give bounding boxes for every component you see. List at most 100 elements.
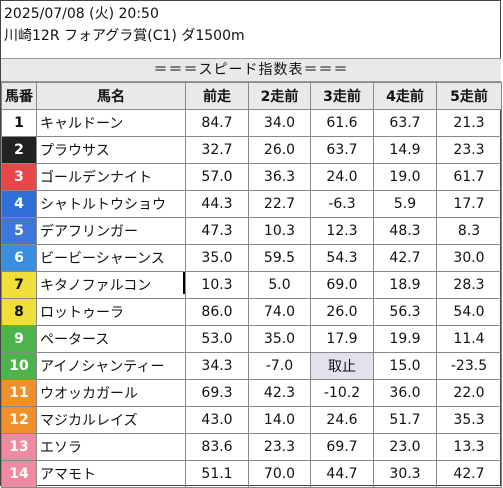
speed-index-cell: 34.3 xyxy=(185,352,249,380)
horse-name: キャルドーン xyxy=(36,109,186,137)
speed-index-cell: 5.9 xyxy=(373,190,437,218)
col-header-last-race: 前走 xyxy=(185,82,249,110)
speed-index-cell: 51.1 xyxy=(185,460,249,488)
speed-index-cell: 10.3 xyxy=(248,217,311,245)
horse-row: 11 ウオッカガール 69.3 42.3 -10.2 36.0 22.0 xyxy=(1,379,502,407)
speed-index-cell: 53.0 xyxy=(185,325,249,353)
horse-row: 7 キタノファルコン 10.3 5.0 69.0 18.9 28.3 xyxy=(1,271,502,299)
col-header-3-races-ago: 3走前 xyxy=(310,82,374,110)
horse-row: 1 キャルドーン 84.7 34.0 61.6 63.7 21.3 xyxy=(1,109,502,137)
speed-index-cell: 42.3 xyxy=(248,379,311,407)
speed-index-cell: 70.0 xyxy=(248,460,311,488)
horse-name: ビービーシャーンス xyxy=(36,244,186,272)
speed-index-cell: -7.0 xyxy=(248,352,311,380)
horse-name: ロットゥーラ xyxy=(36,298,186,326)
speed-index-cell: 63.7 xyxy=(373,109,437,137)
horse-number: 11 xyxy=(1,379,37,407)
speed-index-cell: 30.3 xyxy=(373,460,437,488)
speed-index-cell: 22.7 xyxy=(248,190,311,218)
speed-index-cell: 61.7 xyxy=(436,163,502,191)
horse-name: シャトルトウショウ xyxy=(36,190,186,218)
horse-number: 8 xyxy=(1,298,37,326)
speed-index-cell: 8.3 xyxy=(436,217,502,245)
speed-index-cell: 42.7 xyxy=(436,460,502,488)
horse-name: デアフリンガー xyxy=(36,217,186,245)
speed-index-cell: -10.2 xyxy=(310,379,374,407)
horse-row: 2 プラウサス 32.7 26.0 63.7 14.9 23.3 xyxy=(1,136,502,164)
race-title: 川崎12R フォアグラ賞(C1) ダ1500m xyxy=(4,28,245,44)
speed-index-cell: 43.0 xyxy=(185,406,249,434)
speed-index-cell: 36.3 xyxy=(248,163,311,191)
speed-index-cell: 35.3 xyxy=(436,406,502,434)
speed-index-cell: 17.9 xyxy=(310,325,374,353)
speed-index-cell: 54.0 xyxy=(436,298,502,326)
col-header-4-races-ago: 4走前 xyxy=(373,82,437,110)
horse-row: 13 エソラ 83.6 23.3 69.7 23.0 13.3 xyxy=(1,433,502,461)
speed-index-cell: 22.0 xyxy=(436,379,502,407)
horse-number: 3 xyxy=(1,163,37,191)
horse-row: 5 デアフリンガー 47.3 10.3 12.3 48.3 8.3 xyxy=(1,217,502,245)
speed-index-cell: 57.0 xyxy=(185,163,249,191)
horse-row: 14 アマモト 51.1 70.0 44.7 30.3 42.7 xyxy=(1,460,502,488)
col-header-2-races-ago: 2走前 xyxy=(248,82,311,110)
race-header: 2025/07/08 (火) 20:50 川崎12R フォアグラ賞(C1) ダ1… xyxy=(4,3,245,47)
speed-index-cell: 69.3 xyxy=(185,379,249,407)
speed-index-cell: 19.9 xyxy=(373,325,437,353)
speed-index-cell: 5.0 xyxy=(248,271,311,299)
speed-index-cell: 18.9 xyxy=(373,271,437,299)
horse-name: ウオッカガール xyxy=(36,379,186,407)
col-header-horse-name: 馬名 xyxy=(36,82,186,110)
horse-number: 7 xyxy=(1,271,37,299)
horse-name: ゴールデンナイト xyxy=(36,163,186,191)
speed-index-cell: 13.3 xyxy=(436,433,502,461)
horse-row: 8 ロットゥーラ 86.0 74.0 26.0 56.3 54.0 xyxy=(1,298,502,326)
speed-index-cell: -6.3 xyxy=(310,190,374,218)
speed-index-cell: 32.7 xyxy=(185,136,249,164)
horse-number: 4 xyxy=(1,190,37,218)
text-cursor xyxy=(183,272,185,294)
speed-index-cell: 44.7 xyxy=(310,460,374,488)
speed-index-cell: 19.0 xyxy=(373,163,437,191)
speed-index-cell: 36.0 xyxy=(373,379,437,407)
horse-row: 10 アイノシャンティー 34.3 -7.0 取止 15.0 -23.5 xyxy=(1,352,502,380)
speed-index-cell: 24.0 xyxy=(310,163,374,191)
speed-index-cell: 23.3 xyxy=(436,136,502,164)
horse-row: 12 マジカルレイズ 43.0 14.0 24.6 51.7 35.3 xyxy=(1,406,502,434)
speed-index-cell: 23.0 xyxy=(373,433,437,461)
horse-number: 6 xyxy=(1,244,37,272)
speed-index-cell: 42.7 xyxy=(373,244,437,272)
horse-number: 14 xyxy=(1,460,37,488)
horse-name: ペータース xyxy=(36,325,186,353)
table-title: ＝＝＝スピード指数表＝＝＝ xyxy=(1,58,501,82)
speed-index-cell: 12.3 xyxy=(310,217,374,245)
speed-index-cell: 35.0 xyxy=(248,325,311,353)
speed-index-cell: 54.3 xyxy=(310,244,374,272)
horse-number: 9 xyxy=(1,325,37,353)
speed-index-cell: 14.0 xyxy=(248,406,311,434)
speed-index-cell: 11.4 xyxy=(436,325,502,353)
horse-number: 2 xyxy=(1,136,37,164)
table-header-row: 馬番 馬名 前走 2走前 3走前 4走前 5走前 xyxy=(1,82,502,110)
speed-index-cell: 34.0 xyxy=(248,109,311,137)
speed-index-cell: 取止 xyxy=(310,352,374,380)
col-header-number: 馬番 xyxy=(1,82,37,110)
speed-index-table: 馬番 馬名 前走 2走前 3走前 4走前 5走前 1 キャルドーン 84.7 34.0… xyxy=(1,82,502,488)
horse-row: 4 シャトルトウショウ 44.3 22.7 -6.3 5.9 17.7 xyxy=(1,190,502,218)
speed-index-cell: 30.0 xyxy=(436,244,502,272)
horse-number: 10 xyxy=(1,352,37,380)
speed-index-cell: 47.3 xyxy=(185,217,249,245)
speed-index-cell: 48.3 xyxy=(373,217,437,245)
speed-index-cell: 44.3 xyxy=(185,190,249,218)
speed-index-cell: 17.7 xyxy=(436,190,502,218)
speed-index-cell: 74.0 xyxy=(248,298,311,326)
speed-index-cell: -23.5 xyxy=(436,352,502,380)
speed-index-cell: 56.3 xyxy=(373,298,437,326)
horse-name: アマモト xyxy=(36,460,186,488)
horse-row: 3 ゴールデンナイト 57.0 36.3 24.0 19.0 61.7 xyxy=(1,163,502,191)
speed-index-cell: 83.6 xyxy=(185,433,249,461)
speed-index-cell: 23.3 xyxy=(248,433,311,461)
horse-name: キタノファルコン xyxy=(36,271,186,299)
speed-index-cell: 63.7 xyxy=(310,136,374,164)
speed-index-cell: 24.6 xyxy=(310,406,374,434)
horse-name: プラウサス xyxy=(36,136,186,164)
